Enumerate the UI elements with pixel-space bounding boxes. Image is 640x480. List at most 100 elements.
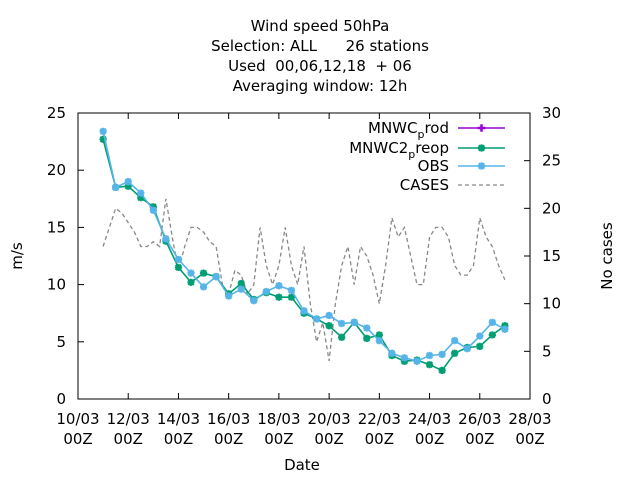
data-point xyxy=(451,349,459,357)
data-point xyxy=(187,278,195,286)
data-point xyxy=(174,263,183,272)
y2-tick-label: 20 xyxy=(542,199,561,217)
data-point xyxy=(488,318,496,326)
x-tick-label-date: 26/03 xyxy=(458,410,501,428)
data-point xyxy=(275,282,283,290)
data-point xyxy=(287,286,296,294)
title-line-2: Selection: ALL 26 stations xyxy=(211,37,429,55)
data-point xyxy=(375,337,383,345)
data-point xyxy=(162,235,170,243)
axes: 0 5 10 15 20 25 0 5 10 15 20 25 30 10/03 00Z 12/03 00Z 14… xyxy=(47,104,561,448)
data-point xyxy=(199,283,208,291)
data-point xyxy=(174,255,183,264)
legend-label: OBS xyxy=(418,157,449,175)
data-point xyxy=(338,319,346,328)
data-point xyxy=(325,322,333,330)
x-tick-label-time: 00Z xyxy=(63,430,92,448)
data-point xyxy=(112,183,120,191)
x-tick-label-time: 00Z xyxy=(214,430,243,448)
legend-marker xyxy=(477,144,486,152)
legend-label: MNWCprod xyxy=(368,119,449,141)
data-point xyxy=(425,361,434,369)
y2-tick-label: 5 xyxy=(542,342,552,360)
data-point xyxy=(225,292,233,300)
data-point xyxy=(312,315,321,323)
x-tick-label-date: 24/03 xyxy=(408,410,451,428)
x-tick-label-date: 14/03 xyxy=(157,410,200,428)
data-point xyxy=(325,311,333,320)
x-tick-label-date: 10/03 xyxy=(56,410,99,428)
legend-marker xyxy=(477,162,486,170)
data-point xyxy=(99,127,107,135)
title-line-4: Averaging window: 12h xyxy=(233,77,408,95)
data-point xyxy=(501,325,509,333)
title-line-3: Used 00,06,12,18 + 06 xyxy=(228,57,412,75)
y2-tick-label: 0 xyxy=(542,390,552,408)
data-point xyxy=(137,189,145,197)
data-point xyxy=(287,293,296,301)
y-tick-label: 15 xyxy=(47,218,66,236)
x-axis-label: Date xyxy=(284,456,320,474)
data-point xyxy=(250,297,258,305)
data-point xyxy=(438,366,446,374)
data-point xyxy=(237,285,245,293)
x-tick-label-time: 00Z xyxy=(314,430,343,448)
y-tick-label: 20 xyxy=(47,161,66,179)
data-point xyxy=(199,269,208,277)
data-point xyxy=(149,206,157,214)
x-tick-label-time: 00Z xyxy=(415,430,444,448)
y2-axis-label: No cases xyxy=(598,222,616,290)
y2-tick-label: 15 xyxy=(542,247,561,265)
x-tick-label-date: 28/03 xyxy=(508,410,551,428)
data-point xyxy=(124,182,132,190)
x-tick-label-time: 00Z xyxy=(164,430,193,448)
data-point xyxy=(375,331,383,339)
data-point xyxy=(237,279,245,288)
data-point xyxy=(451,337,459,345)
legend-marker xyxy=(477,124,486,132)
y-tick-label: 5 xyxy=(56,333,66,351)
y-tick-label: 25 xyxy=(47,104,66,122)
data-point xyxy=(363,334,371,342)
data-point xyxy=(476,332,484,340)
x-tick-label-date: 20/03 xyxy=(307,410,350,428)
data-point xyxy=(137,194,145,202)
legend-label: CASES xyxy=(400,176,449,194)
legend-label: MNWC2preop xyxy=(349,139,449,161)
data-point xyxy=(400,354,409,362)
data-point xyxy=(124,178,132,186)
series-obs xyxy=(99,127,509,365)
x-tick-label-time: 00Z xyxy=(465,430,494,448)
data-point xyxy=(99,135,107,143)
x-tick-label-time: 00Z xyxy=(515,430,544,448)
data-point xyxy=(275,293,283,301)
data-point xyxy=(476,342,484,350)
series-line xyxy=(102,198,506,362)
x-tick-label-date: 12/03 xyxy=(107,410,150,428)
chart-title: Wind speed 50hPa Selection: ALL 26 stati… xyxy=(211,17,429,95)
y2-tick-label: 10 xyxy=(542,295,561,313)
data-point xyxy=(388,349,396,357)
data-point xyxy=(212,272,220,281)
y-axis-label: m/s xyxy=(8,242,26,270)
data-point xyxy=(438,350,446,358)
data-point xyxy=(300,307,308,315)
data-point xyxy=(488,331,496,339)
y-tick-label: 10 xyxy=(47,276,66,294)
plot-frame xyxy=(77,112,531,400)
y-tick-label: 0 xyxy=(56,390,66,408)
x-tick-label-time: 00Z xyxy=(264,430,293,448)
y2-tick-label: 30 xyxy=(542,104,561,122)
x-tick-label-date: 22/03 xyxy=(358,410,401,428)
title-line-1: Wind speed 50hPa xyxy=(251,17,390,35)
data-point xyxy=(363,324,371,332)
data-point xyxy=(463,345,471,353)
series-cases xyxy=(102,198,506,362)
y2-tick-label: 25 xyxy=(542,152,561,170)
data-point xyxy=(187,269,195,277)
x-tick-label-time: 00Z xyxy=(114,430,143,448)
x-tick-label-date: 18/03 xyxy=(257,410,300,428)
data-point xyxy=(262,287,270,296)
